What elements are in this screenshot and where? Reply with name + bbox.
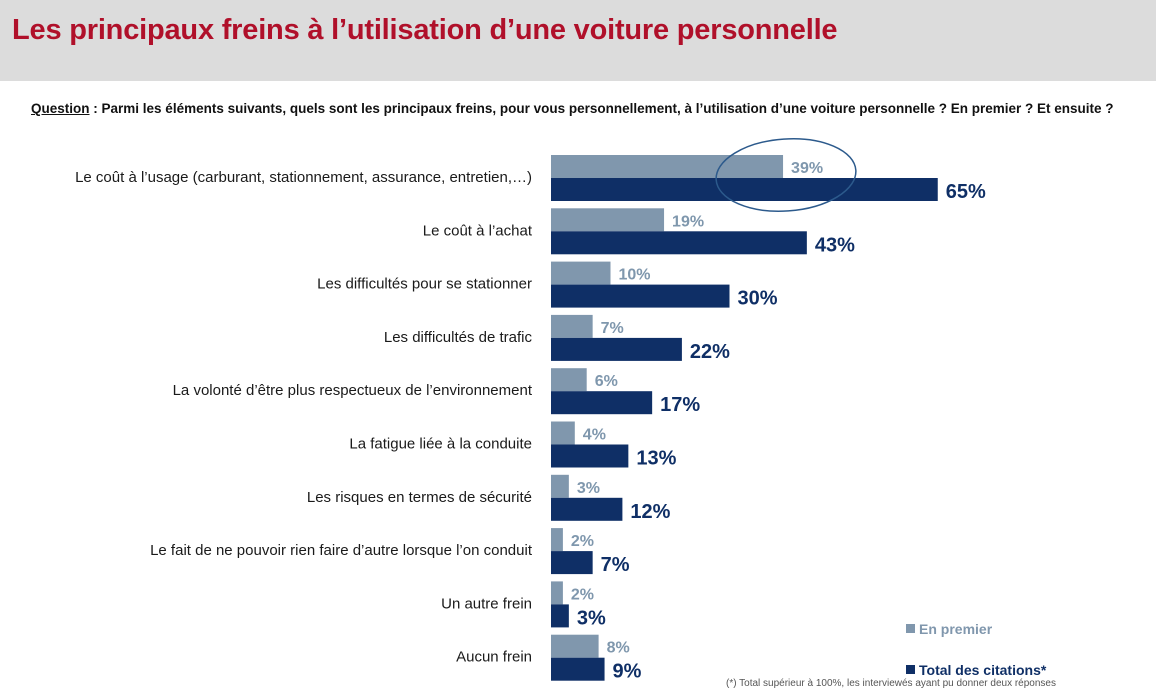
legend-swatch-en-premier [906,624,915,633]
bar-total-citations [551,497,623,521]
bar-en-premier [551,261,611,285]
category-label: Les risques en termes de sécurité [307,489,532,506]
value-label-total-citations: 13% [636,448,676,470]
value-label-total-citations: 22% [690,341,730,363]
bar-total-citations [551,337,682,361]
value-label-en-premier: 7% [601,320,624,337]
question-separator: : [89,101,102,116]
value-label-total-citations: 65% [946,181,986,203]
category-label: Les difficultés de trafic [384,329,533,346]
question: Question : Parmi les éléments suivants, … [31,101,1114,116]
bar-total-citations [551,284,730,308]
footnote: (*) Total supérieur à 100%, les intervie… [725,678,1056,689]
bar-en-premier [551,528,563,552]
category-label: Le fait de ne pouvoir rien faire d’autre… [150,542,533,559]
value-label-en-premier: 6% [595,373,618,390]
category-label: Un autre frein [441,595,532,612]
bar-en-premier [551,314,593,338]
value-label-en-premier: 8% [607,640,630,657]
value-label-en-premier: 2% [571,533,594,550]
category-label: Le coût à l’usage (carburant, stationnem… [75,169,532,186]
bar-en-premier [551,208,665,232]
bar-en-premier [551,155,784,178]
highlight-ellipse [715,138,857,212]
bar-en-premier [551,421,575,445]
value-label-total-citations: 17% [660,394,700,416]
value-label-total-citations: 3% [577,607,606,629]
bar-total-citations [551,604,569,628]
value-label-total-citations: 7% [601,554,630,576]
bar-total-citations [551,657,605,681]
question-label: Question [31,101,90,116]
value-label-en-premier: 4% [583,427,606,444]
page-title: Les principaux freins à l’utilisation d’… [12,14,838,46]
bar-total-citations [551,231,807,255]
value-label-en-premier: 39% [791,160,823,177]
value-label-total-citations: 9% [613,661,642,683]
category-label: Les difficultés pour se stationner [317,276,532,293]
bar-en-premier [551,474,569,498]
value-label-en-premier: 19% [672,213,704,230]
legend-label-total-citations: Total des citations* [919,662,1047,678]
bar-en-premier [551,634,599,658]
header-band [0,0,1156,81]
value-label-en-premier: 10% [619,267,651,284]
bar-en-premier [551,581,563,605]
value-label-total-citations: 12% [630,501,670,523]
category-label: La fatigue liée à la conduite [349,436,532,453]
bar-total-citations [551,551,593,575]
value-label-en-premier: 3% [577,480,600,497]
value-label-total-citations: 43% [815,234,855,256]
legend-swatch-total-citations [906,665,915,674]
question-text: Parmi les éléments suivants, quels sont … [101,101,1114,116]
category-label: Aucun frein [456,649,532,666]
value-label-en-premier: 2% [571,586,594,603]
value-label-total-citations: 30% [738,288,778,310]
bar-total-citations [551,178,938,201]
legend-label-en-premier: En premier [919,621,993,637]
bar-total-citations [551,391,653,415]
category-label: Le coût à l’achat [423,222,533,239]
category-label: La volonté d’être plus respectueux de l’… [173,382,533,399]
bar-en-premier [551,368,587,392]
bar-total-citations [551,444,629,468]
